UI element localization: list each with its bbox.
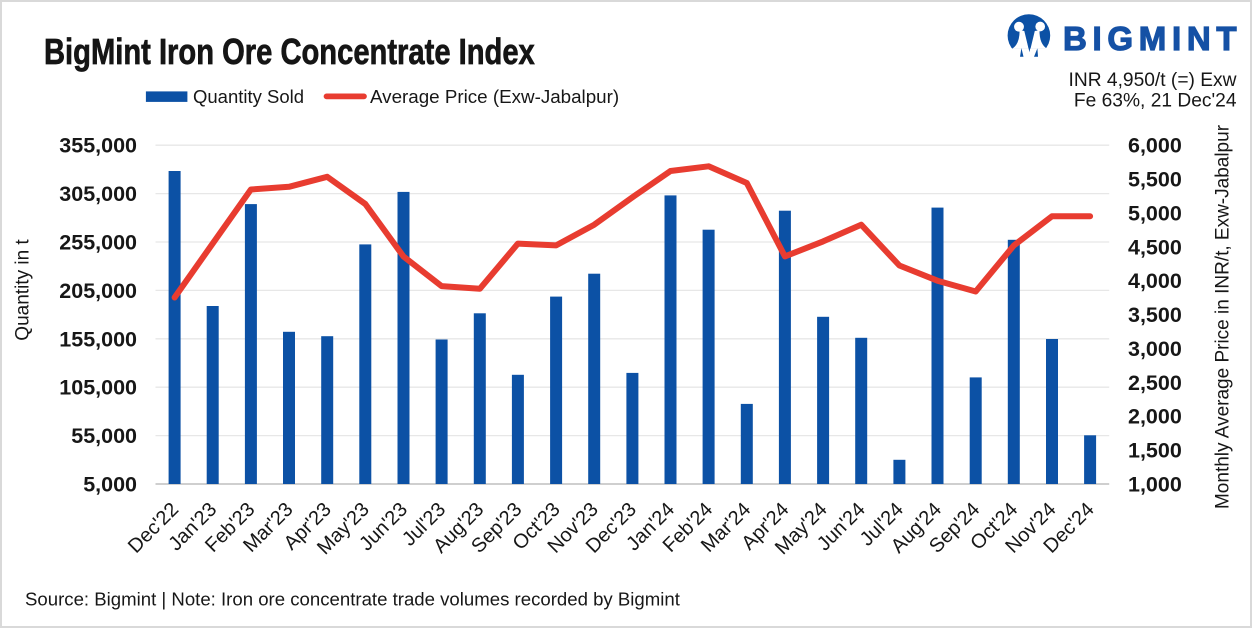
svg-text:6,000: 6,000	[1128, 134, 1182, 158]
svg-text:155,000: 155,000	[59, 327, 137, 351]
svg-text:INR 4,950/t (=) Exw: INR 4,950/t (=) Exw	[1069, 70, 1237, 91]
svg-text:4,000: 4,000	[1128, 269, 1182, 293]
svg-text:Source: Bigmint | Note: Iron o: Source: Bigmint | Note: Iron ore concent…	[25, 589, 681, 610]
svg-text:2,000: 2,000	[1128, 405, 1182, 429]
svg-text:5,000: 5,000	[1128, 202, 1182, 226]
svg-text:3,000: 3,000	[1128, 337, 1182, 361]
svg-text:4,500: 4,500	[1128, 235, 1182, 259]
svg-text:2,500: 2,500	[1128, 371, 1182, 395]
svg-text:205,000: 205,000	[59, 279, 137, 303]
svg-text:Monthly Average Price in INR/t: Monthly Average Price in INR/t, Exw-Jaba…	[1213, 124, 1234, 509]
svg-text:1,500: 1,500	[1128, 439, 1182, 463]
svg-text:5,000: 5,000	[83, 473, 137, 497]
svg-text:Quantity in t: Quantity in t	[13, 239, 34, 341]
svg-text:55,000: 55,000	[71, 424, 137, 448]
svg-text:5,500: 5,500	[1128, 168, 1182, 192]
svg-text:105,000: 105,000	[59, 376, 137, 400]
svg-text:BIGMINT: BIGMINT	[1063, 20, 1242, 57]
svg-text:Quantity Sold: Quantity Sold	[193, 86, 304, 107]
svg-text:Fe 63%, 21 Dec'24: Fe 63%, 21 Dec'24	[1074, 91, 1237, 112]
svg-text:255,000: 255,000	[59, 231, 137, 255]
svg-text:3,500: 3,500	[1128, 303, 1182, 327]
svg-text:Average Price (Exw-Jabalpur): Average Price (Exw-Jabalpur)	[370, 86, 619, 107]
svg-text:1,000: 1,000	[1128, 473, 1182, 497]
svg-text:BigMint Iron Ore Concentrate I: BigMint Iron Ore Concentrate Index	[44, 31, 535, 72]
svg-text:305,000: 305,000	[59, 182, 137, 206]
svg-text:355,000: 355,000	[59, 134, 137, 158]
